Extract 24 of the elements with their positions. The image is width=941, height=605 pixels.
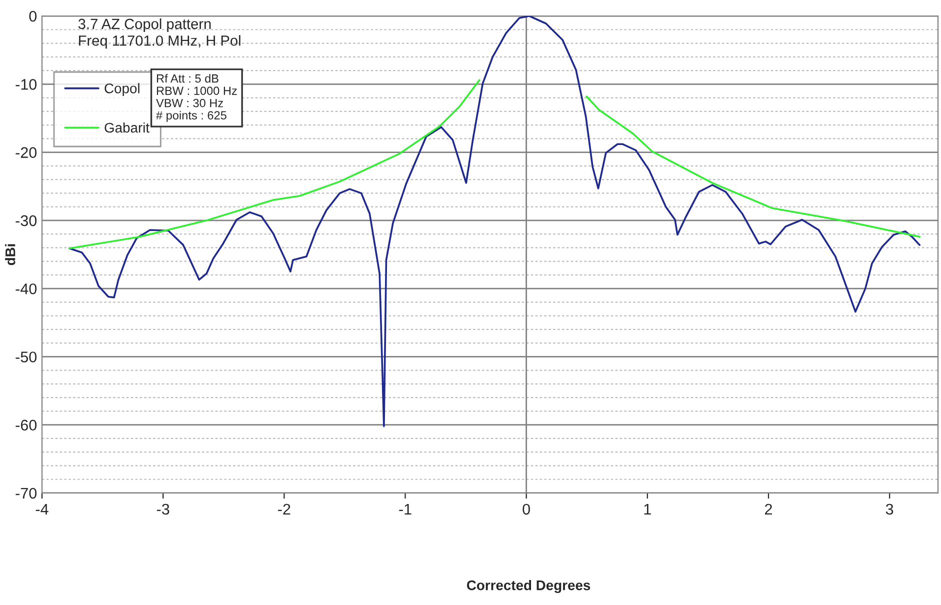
legend-label: Gabarit xyxy=(104,122,150,133)
x-axis-title: Corrected Degrees xyxy=(466,580,590,594)
x-tick-label: 1 xyxy=(644,504,651,514)
y-tick-label: -40 xyxy=(16,283,37,294)
x-tick-label: 3 xyxy=(886,504,894,515)
y-tick-label: -30 xyxy=(16,215,37,226)
x-tick-label: -2 xyxy=(278,504,290,514)
x-tick-label: 2 xyxy=(765,504,772,514)
y-tick-label: -20 xyxy=(16,147,37,158)
x-tick-label: 0 xyxy=(522,504,530,515)
x-tick-label: -4 xyxy=(36,504,48,514)
y-tick-label: -50 xyxy=(16,352,37,362)
legend-label: Copol xyxy=(104,83,140,96)
y-axis-title: dBi xyxy=(5,244,16,266)
y-tick-label: -10 xyxy=(16,79,37,90)
y-tick-label: -60 xyxy=(16,420,37,431)
annotation: Rf Att : 5 dB RBW : 1000 Hz VBW : 30 Hz # points : 625 xyxy=(156,74,237,122)
text: Freq 11701.0 MHz, H Pol xyxy=(79,35,240,49)
y-tick-label: -70 xyxy=(16,488,37,499)
line-series xyxy=(68,16,920,428)
chart-title: 3.7 AZ Copol pattern xyxy=(78,18,211,32)
y-tick-label: 0 xyxy=(29,10,37,22)
x-tick-label: -1 xyxy=(399,504,412,514)
x-tick-label: -3 xyxy=(156,504,170,515)
